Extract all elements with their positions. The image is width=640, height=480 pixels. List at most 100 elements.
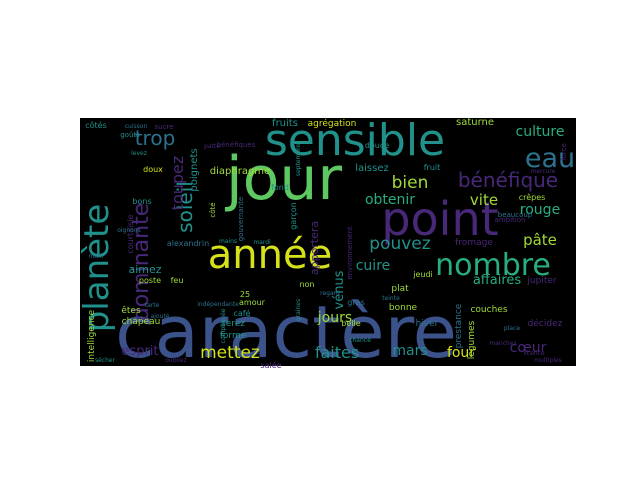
word-cloud-word: doux [143,165,163,174]
word-cloud-word: licence [523,350,544,357]
word-cloud-word: main [89,253,104,260]
word-cloud-word: ambition [495,216,526,224]
word-cloud-word: poste [139,276,161,285]
word-cloud-word: crêpes [519,192,546,202]
word-cloud-word: pâte [523,231,557,249]
word-cloud-word: regard [320,290,340,297]
word-cloud-word: jupiter [526,276,556,286]
word-cloud-word: diaphragme [210,166,270,177]
word-cloud-word: feu [171,276,184,285]
word-cloud-word: fromage [455,238,493,248]
word-cloud-word: fond [271,183,289,192]
word-cloud-word: tarte [145,302,160,309]
word-cloud-word: couches [470,305,507,315]
word-cloud-word: forme [220,331,247,341]
word-cloud-word: garçon [289,202,298,229]
word-cloud-word: décidez [528,318,563,329]
word-cloud-word: bénéfique [458,168,558,192]
word-cloud-word: côté [209,202,217,217]
word-cloud-word: indépendante [197,301,239,308]
word-cloud-word: oubliez [165,357,186,364]
word-cloud-word: sécher [95,357,116,364]
word-cloud-word: eau [525,143,575,174]
word-cloud-word: multiples [534,357,562,364]
word-cloud-word: cuisson [125,123,148,130]
word-cloud-word: salée [260,360,281,370]
word-cloud-word: jeudi [412,270,433,279]
word-cloud-word: apportera [308,221,321,275]
word-cloud-word: aimez [128,263,161,276]
word-cloud-word: intelligence [87,309,97,362]
word-cloud-word: oignons [117,227,141,234]
word-cloud-word: beaucoup [498,211,533,219]
word-cloud-word: prestance [454,303,464,348]
word-cloud-word: planète [77,204,117,333]
word-cloud-word: affaires [473,273,522,288]
word-cloud-word: sensible [265,115,445,166]
word-cloud-word: septembre [295,144,302,177]
word-cloud-word: nombre [435,248,551,283]
word-cloud-word: gras [347,298,364,307]
word-cloud-word: teinte [382,295,400,302]
word-cloud-word: êtes [121,305,141,316]
word-cloud-word: 25 [240,290,250,299]
word-cloud-word: douce [365,141,389,150]
word-cloud-word: belle [341,319,360,328]
word-cloud-word: bénéfiques [217,141,256,149]
word-cloud-word: ajouté [151,313,170,320]
word-cloud-word: mars [392,343,427,359]
word-cloud-word: bonne [389,303,418,313]
word-cloud-word: patte [204,143,220,150]
word-cloud-word: toupez [168,156,187,211]
word-cloud-word: dominante [129,203,154,322]
word-cloud-word: pouvez [369,234,430,254]
word-cloud-word: levez [131,150,147,157]
word-cloud-word: légumes [466,320,477,359]
word-cloud-word: gouvernante [237,197,245,242]
word-cloud-word: cœur [510,340,547,356]
word-cloud-word: graines [295,299,302,321]
word-cloud-word: mettez [200,343,260,363]
word-cloud-word: fruits [272,118,298,129]
word-cloud-word: esprit [121,344,158,359]
word-cloud-word: poignets [189,148,200,191]
word-cloud-word: mains [219,238,237,245]
word-cloud-word: culture [516,124,565,140]
word-cloud-word: chance [349,337,371,344]
word-cloud-word: soleil [173,181,197,233]
word-cloud-word: alexandrin [167,239,209,248]
word-cloud-word: bons [132,197,151,206]
word-cloud-word: hiver [416,319,439,329]
word-cloud-word: bien [392,173,429,193]
word-cloud-word: force [560,143,568,161]
word-cloud-word: saturne [456,117,494,128]
word-cloud-word: sucre [155,123,174,131]
word-cloud-word: cuire [356,258,391,274]
word-cloud-word: compliquée [220,308,227,343]
word-cloud-word: point [381,192,498,246]
word-cloud-word: place [504,325,520,332]
word-cloud-word: mercure [531,168,556,175]
word-cloud-word: fruit [424,163,441,172]
word-cloud-word: environnement [346,226,354,280]
word-cloud-word: obtenir [365,192,415,208]
word-cloud-word: mardi [253,239,271,246]
word-cloud-word: jours [317,310,352,326]
word-cloud-word: chapeau [122,317,161,327]
word-cloud-word: agrégation [308,118,357,129]
word-cloud-word: non [299,280,314,289]
word-cloud-word: serez [221,319,245,329]
word-cloud-word: courtoisie [126,214,135,253]
word-cloud-word: manches [489,340,516,347]
word-cloud-word: four [447,345,475,361]
word-cloud-word: amour [239,298,266,307]
word-cloud-panel [80,118,576,366]
word-cloud-word: faites [315,343,359,362]
word-cloud-word: plat [391,284,409,294]
word-cloud-word: café [233,308,250,318]
word-cloud-word: vénus [332,270,347,309]
word-cloud-word: trop [135,126,176,150]
word-cloud-word: année [208,232,332,278]
